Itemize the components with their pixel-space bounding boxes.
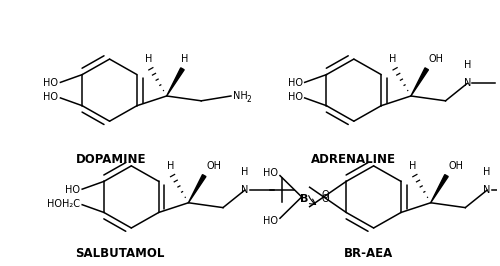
Text: HO: HO	[263, 216, 278, 226]
Text: N: N	[484, 185, 490, 195]
Text: DOPAMINE: DOPAMINE	[76, 153, 147, 166]
Polygon shape	[411, 68, 428, 96]
Polygon shape	[430, 174, 448, 203]
Text: H: H	[484, 167, 490, 177]
Text: HO: HO	[288, 92, 302, 102]
Text: OH: OH	[206, 161, 221, 171]
Text: HO: HO	[44, 92, 59, 102]
Polygon shape	[188, 174, 206, 203]
Text: ADRENALINE: ADRENALINE	[312, 153, 396, 166]
Text: N: N	[241, 185, 248, 195]
Text: HO: HO	[65, 185, 80, 195]
Text: H: H	[390, 54, 397, 64]
Text: SALBUTAMOL: SALBUTAMOL	[75, 247, 164, 260]
Text: 2: 2	[246, 95, 252, 104]
Text: BR-AEA: BR-AEA	[344, 247, 394, 260]
Text: HO: HO	[44, 78, 59, 88]
Text: OH: OH	[448, 161, 464, 171]
Text: B: B	[300, 194, 309, 204]
Text: OH: OH	[428, 54, 444, 64]
Text: H: H	[409, 161, 416, 171]
Text: H: H	[181, 54, 188, 64]
Text: H: H	[464, 60, 471, 70]
Text: HO: HO	[288, 78, 302, 88]
Text: HO: HO	[263, 168, 278, 178]
Polygon shape	[166, 68, 184, 96]
Text: HOH₂C: HOH₂C	[47, 199, 80, 209]
Text: H: H	[167, 161, 174, 171]
Text: N: N	[464, 78, 471, 88]
Text: O: O	[321, 190, 329, 200]
Text: NH: NH	[233, 91, 248, 101]
Text: H: H	[241, 167, 248, 177]
Text: O: O	[321, 194, 329, 204]
Text: H: H	[145, 54, 152, 64]
